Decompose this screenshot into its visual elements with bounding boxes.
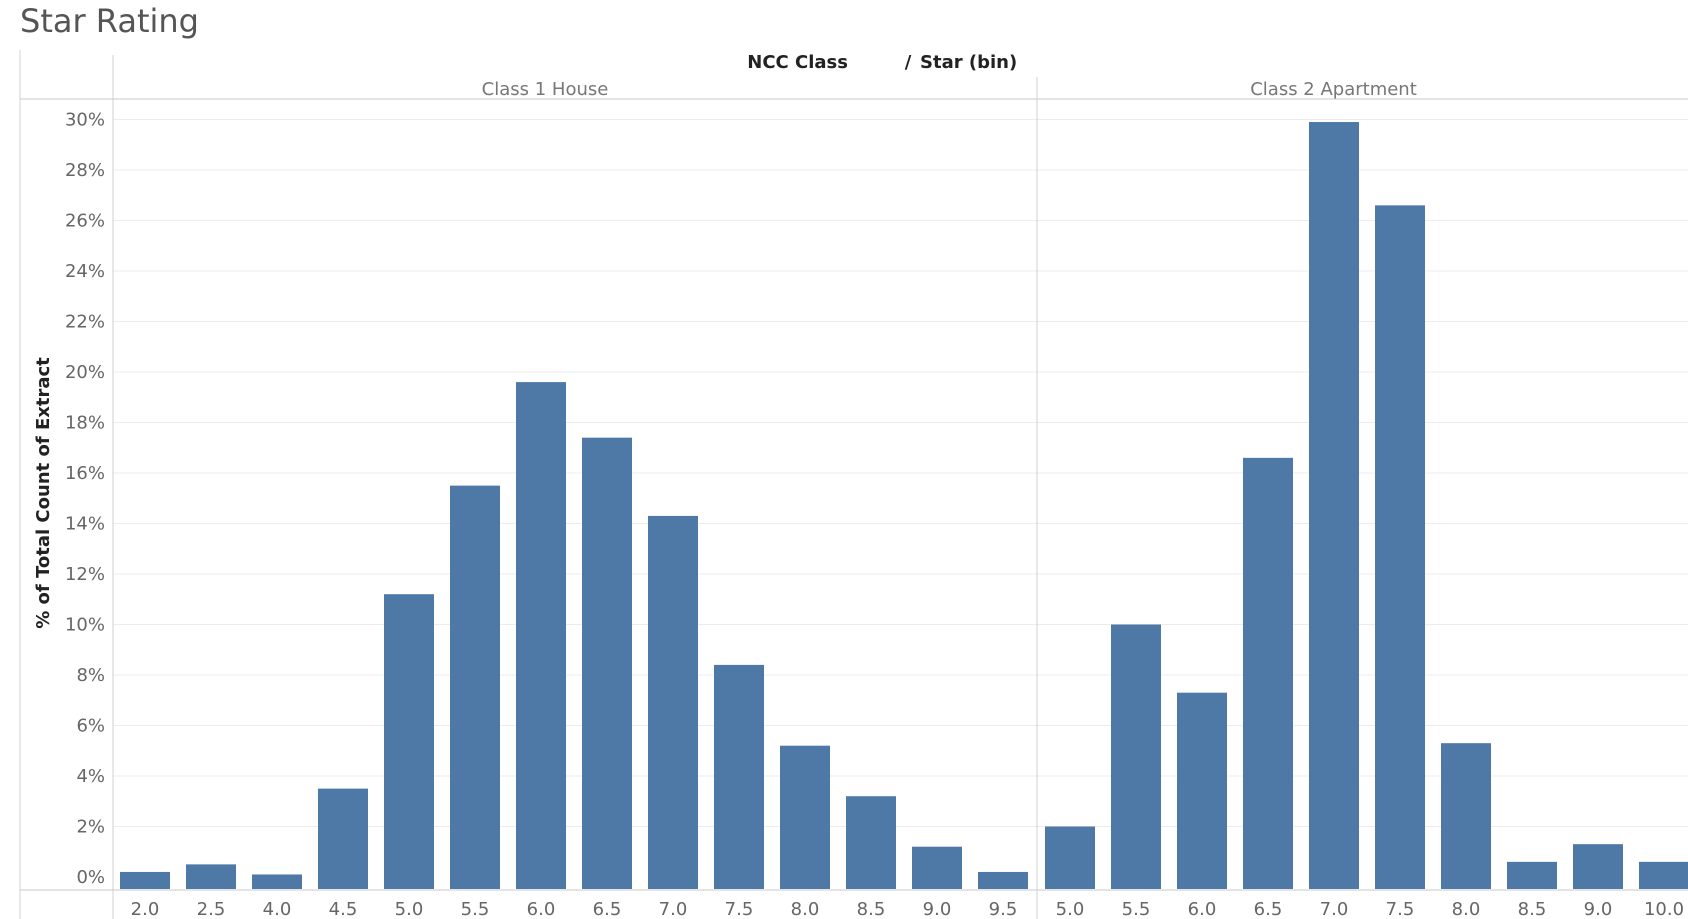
x-tick-label: 5.0 [395, 899, 424, 919]
y-tick-label: 6% [76, 716, 105, 737]
x-tick-label: 7.0 [1320, 899, 1349, 919]
x-tick-label: 6.0 [1188, 899, 1217, 919]
chart-frame [19, 50, 1688, 919]
bar [120, 871, 170, 889]
bar [978, 871, 1028, 889]
y-tick-label: 12% [65, 564, 105, 585]
x-tick-label: 7.5 [1386, 899, 1415, 919]
x-tick-label: 8.0 [1452, 899, 1481, 919]
x-tick-label: 8.0 [791, 899, 820, 919]
bar [780, 745, 830, 889]
pane-header-label: Class 2 Apartment [1250, 79, 1417, 100]
bar [714, 664, 764, 889]
y-tick-label: 22% [65, 312, 105, 333]
bar [186, 864, 236, 889]
header-separator: / [905, 52, 912, 73]
bar [1045, 826, 1095, 889]
header-bin-label: Star (bin) [920, 52, 1017, 73]
x-tick-label: 7.0 [659, 899, 688, 919]
y-tick-label: 24% [65, 261, 105, 282]
x-tick-label: 5.0 [1056, 899, 1085, 919]
bar [912, 846, 962, 889]
x-tick-label: 6.5 [593, 899, 622, 919]
header-field-label: NCC Class [747, 52, 848, 73]
gridlines [113, 119, 1688, 827]
y-tick-label: 28% [65, 160, 105, 181]
page-title: Star Rating [20, 2, 199, 40]
x-tick-label: 4.5 [329, 899, 358, 919]
x-tick-label: 9.0 [923, 899, 952, 919]
bar [1177, 692, 1227, 889]
bar [1309, 122, 1359, 889]
y-tick-label: 14% [65, 514, 105, 535]
bar [1111, 624, 1161, 889]
y-tick-label: 16% [65, 463, 105, 484]
pane-header-label: Class 1 House [482, 79, 609, 100]
y-tick-label: 20% [65, 362, 105, 383]
x-tick-label: 9.5 [989, 899, 1018, 919]
bar [1507, 861, 1557, 889]
y-tick-label: 8% [76, 665, 105, 686]
x-tick-label: 8.5 [857, 899, 886, 919]
pane-1: Class 1 House 2.0 2.5 4.0 4.5 5.0 5.5 6.0 6.5 7.0… [120, 79, 1028, 919]
x-tick-label: 9.0 [1584, 899, 1613, 919]
y-tick-label: 26% [65, 211, 105, 232]
y-tick-label: 0% [76, 867, 105, 888]
x-tick-label: 8.5 [1518, 899, 1547, 919]
y-axis-ticks: 0% 2% 4% 6% 8% 10% 12% 14% 16% 18% 20% 22% 24% 26% 28%… [65, 110, 105, 889]
bar [516, 382, 566, 889]
y-tick-label: 2% [76, 817, 105, 838]
x-tick-label: 2.5 [197, 899, 226, 919]
bar [1441, 743, 1491, 889]
bar [450, 485, 500, 889]
bar [582, 437, 632, 889]
y-tick-label: 4% [76, 766, 105, 787]
x-tick-label: 2.0 [131, 899, 160, 919]
bar [318, 788, 368, 889]
bar [846, 796, 896, 889]
y-tick-label: 10% [65, 615, 105, 636]
bar [648, 515, 698, 889]
x-tick-label: 5.5 [461, 899, 490, 919]
bar [384, 594, 434, 889]
bar [1573, 844, 1623, 889]
x-tick-label: 4.0 [263, 899, 292, 919]
bar [1375, 205, 1425, 890]
bar [1243, 457, 1293, 889]
x-tick-label: 7.5 [725, 899, 754, 919]
x-tick-label: 6.5 [1254, 899, 1283, 919]
pane-2: Class 2 Apartment 5.0 5.5 6.0 6.5 7.0 7.5 8.0 8.… [1045, 79, 1688, 919]
x-tick-label: 5.5 [1122, 899, 1151, 919]
x-tick-label: 10.0 [1644, 899, 1684, 919]
y-tick-label: 18% [65, 413, 105, 434]
y-axis-title: % of Total Count of Extract [33, 357, 54, 629]
bar [1639, 861, 1688, 889]
bar [252, 874, 302, 889]
x-tick-label: 6.0 [527, 899, 556, 919]
y-tick-label: 30% [65, 110, 105, 131]
